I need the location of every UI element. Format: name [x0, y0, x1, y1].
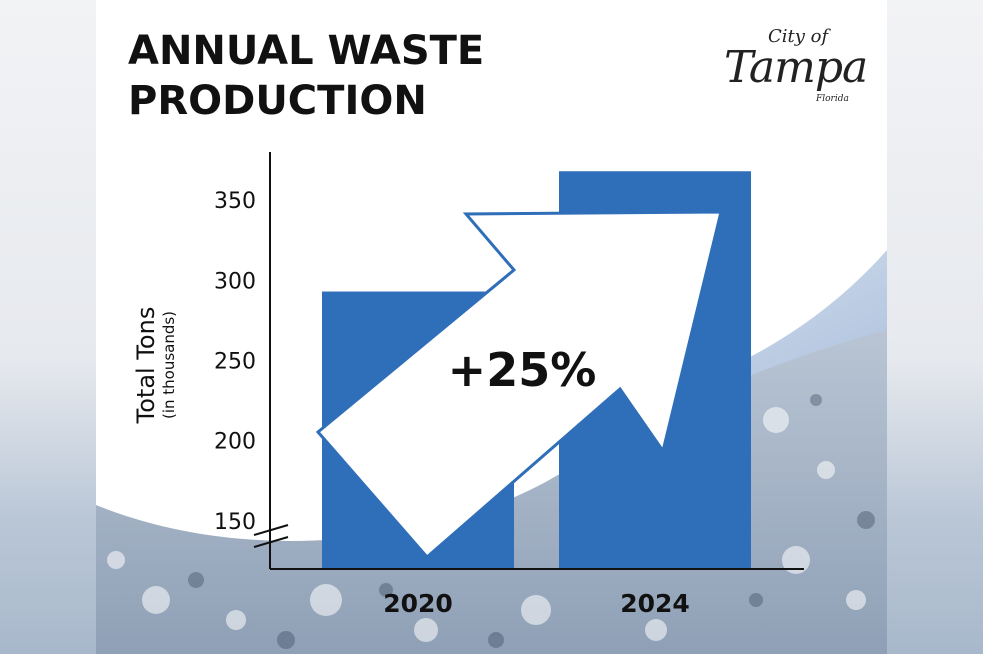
- x-tick-label: 2020: [383, 589, 453, 618]
- bar-chart: Total Tons (in thousands) 150 200 250 300 35…: [132, 152, 804, 618]
- y-axis-label: Total Tons: [132, 307, 160, 425]
- title-line-2: PRODUCTION: [128, 78, 427, 124]
- city-of-tampa-logo: City of Tampa Florida: [716, 22, 868, 110]
- right-blur-panel: [887, 0, 983, 654]
- logo-city-of: City of: [768, 26, 829, 47]
- y-axis-sublabel: (in thousands): [160, 311, 178, 419]
- y-tick-label: 300: [214, 269, 256, 294]
- growth-arrow: [315, 210, 723, 560]
- y-tick-label: 250: [214, 350, 256, 375]
- chart-title: ANNUAL WASTE PRODUCTION: [128, 26, 484, 126]
- infographic-card: ANNUAL WASTE PRODUCTION City of Tampa Fl…: [96, 0, 887, 654]
- y-tick-label: 200: [214, 430, 256, 455]
- title-line-1: ANNUAL WASTE: [128, 28, 485, 74]
- growth-percentage: +25%: [448, 343, 597, 397]
- logo-florida: Florida: [816, 94, 849, 104]
- axis-break-marker: [253, 524, 289, 548]
- y-tick-label: 150: [214, 510, 256, 535]
- logo-tampa: Tampa: [724, 42, 868, 93]
- left-blur-panel: [0, 0, 96, 654]
- y-tick-label: 350: [214, 189, 256, 214]
- x-tick-label: 2024: [620, 589, 690, 618]
